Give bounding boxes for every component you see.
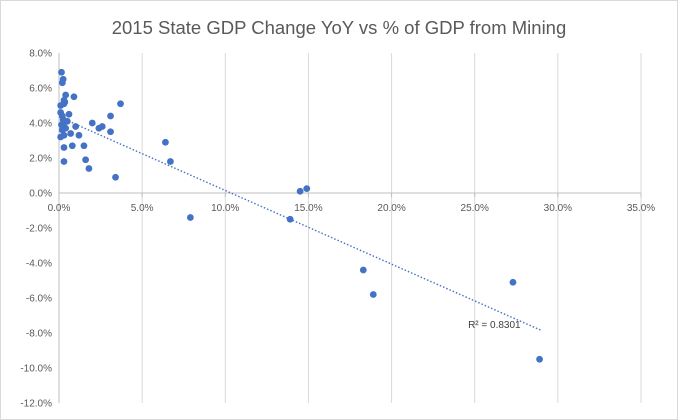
r-squared-label: R² = 0.8301 — [468, 320, 521, 331]
data-point — [82, 156, 90, 164]
data-point — [67, 130, 75, 137]
tick-labels: 8.0% 6.0% 4.0% 2.0% 0.0% -2.0% -4.0% -6.0% -8.0%… — [20, 49, 655, 410]
data-point — [107, 128, 114, 136]
y-tick-label: -12.0% — [20, 399, 52, 410]
data-point — [186, 214, 194, 221]
data-point — [359, 266, 367, 274]
y-tick-label: -2.0% — [26, 224, 52, 235]
data-point — [303, 185, 311, 193]
data-point — [85, 165, 93, 172]
data-point — [70, 93, 78, 101]
y-tick-label: 0.0% — [29, 189, 52, 200]
data-point — [80, 142, 88, 150]
data-point — [296, 187, 304, 195]
data-point — [167, 158, 174, 165]
x-tick-label: 0.0% — [48, 203, 71, 214]
x-tick-label: 15.0% — [294, 203, 322, 214]
data-point — [75, 131, 83, 139]
y-tick-label: 2.0% — [29, 154, 52, 165]
data-points — [57, 68, 543, 363]
x-tick-label: 20.0% — [377, 203, 405, 214]
data-point — [59, 75, 67, 83]
data-point — [61, 98, 69, 106]
data-point — [58, 68, 65, 76]
data-point — [98, 123, 106, 130]
y-tick-label: 4.0% — [29, 119, 52, 130]
y-tick-label: -8.0% — [26, 329, 52, 340]
y-tick-label: -4.0% — [26, 259, 52, 270]
trendline — [58, 116, 542, 332]
data-point — [57, 133, 65, 141]
chart-title: 2015 State GDP Change YoY vs % of GDP fr… — [112, 17, 567, 38]
data-point — [60, 144, 68, 151]
data-point — [286, 215, 294, 223]
y-tick-label: 6.0% — [29, 84, 52, 95]
x-tick-label: 30.0% — [544, 203, 572, 214]
data-point — [162, 138, 169, 146]
data-point — [60, 158, 68, 165]
x-tick-label: 10.0% — [211, 203, 239, 214]
y-tick-label: 8.0% — [29, 49, 52, 60]
data-point — [68, 142, 76, 150]
gridlines — [141, 53, 642, 403]
data-point — [72, 123, 80, 130]
data-point — [107, 112, 114, 120]
data-point — [65, 110, 73, 118]
axes — [58, 53, 642, 403]
x-tick-label: 35.0% — [627, 203, 655, 214]
data-point — [62, 91, 70, 99]
data-point — [369, 291, 377, 298]
data-point — [509, 278, 517, 286]
data-point — [536, 355, 543, 363]
trendline-group — [58, 116, 542, 332]
x-tick-label: 25.0% — [461, 203, 489, 214]
data-point — [62, 124, 70, 132]
data-point — [88, 119, 96, 127]
y-tick-label: -6.0% — [26, 294, 52, 305]
y-tick-label: -10.0% — [20, 364, 52, 375]
data-point — [112, 173, 119, 181]
x-tick-label: 5.0% — [131, 203, 154, 214]
data-point — [117, 100, 124, 108]
data-point — [63, 117, 71, 125]
